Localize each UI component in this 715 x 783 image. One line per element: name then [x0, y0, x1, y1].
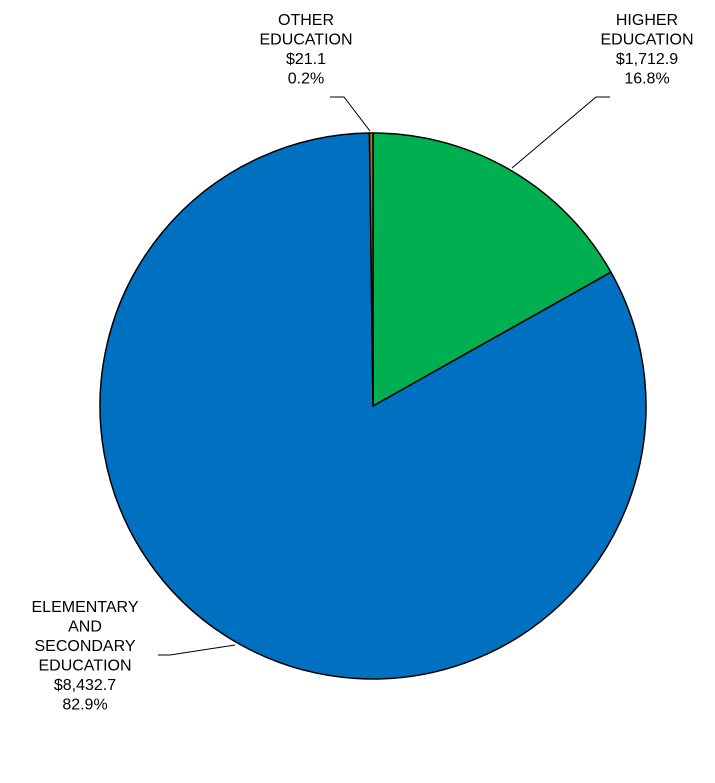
slice-amount: $1,712.9: [616, 51, 678, 68]
pie-slice-other-education: [368, 132, 374, 407]
slice-percent: 16.8%: [624, 71, 669, 88]
pie-slice-higher-education: [372, 132, 612, 407]
leader-line-elementary-secondary-education: [158, 644, 236, 656]
slice-name-line: EDUCATION: [259, 32, 352, 49]
slice-name-line: OTHER: [278, 12, 334, 29]
data-label-other-education: OTHER EDUCATION $21.1 0.2%: [259, 12, 352, 88]
slice-name-line: EDUCATION: [600, 32, 693, 49]
leader-lines: [158, 96, 610, 656]
slice-percent: 82.9%: [62, 697, 107, 714]
slice-percent: 0.2%: [288, 71, 324, 88]
slice-name-line: AND: [68, 619, 102, 636]
data-label-elementary-secondary-education: ELEMENTARY AND SECONDARY EDUCATION $8,432.7 8…: [32, 599, 139, 714]
slice-amount: $21.1: [286, 51, 326, 68]
slice-name-line: ELEMENTARY: [32, 599, 139, 616]
slice-labels: HIGHER EDUCATION $1,712.9 16.8% ELEMENTARY AN…: [32, 12, 694, 714]
slice-name-line: EDUCATION: [38, 658, 131, 675]
data-label-higher-education: HIGHER EDUCATION $1,712.9 16.8%: [600, 12, 693, 88]
slice-name-line: HIGHER: [616, 12, 678, 29]
leader-line-higher-education: [511, 96, 610, 169]
slice-amount: $8,432.7: [54, 677, 116, 694]
slice-name-line: SECONDARY: [34, 638, 135, 655]
leader-line-other-education: [330, 96, 371, 132]
pie-slices: [99, 132, 647, 680]
